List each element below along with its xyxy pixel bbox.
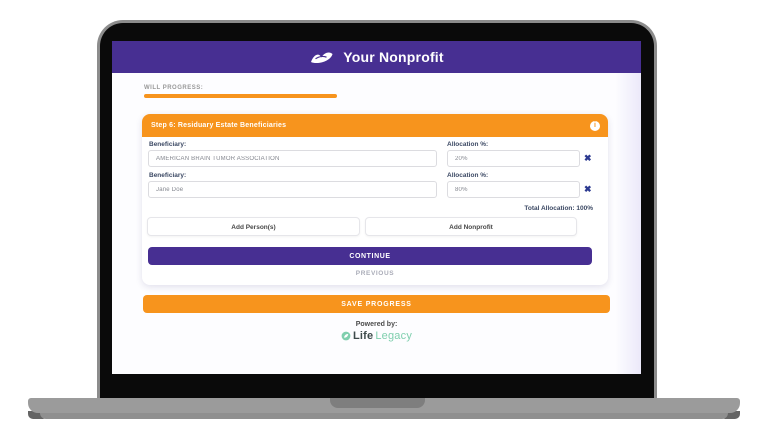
beneficiary-label: Beneficiary:: [149, 141, 187, 148]
add-person-button[interactable]: Add Person(s): [147, 217, 360, 236]
will-progress-bar: [144, 94, 337, 98]
add-nonprofit-button[interactable]: Add Nonprofit: [365, 217, 577, 236]
brand-life-text: Life: [352, 330, 374, 342]
app-header: Your Nonprofit: [112, 41, 641, 73]
brand-legacy-text: Legacy: [375, 330, 413, 342]
allocation-input[interactable]: [447, 150, 580, 167]
step-card: Step 6: Residuary Estate Beneficiaries i…: [142, 114, 608, 285]
beneficiary-label: Beneficiary:: [149, 172, 187, 179]
remove-x-icon[interactable]: ✖: [584, 184, 592, 194]
lifelegacy-leaf-icon: [341, 331, 351, 341]
total-allocation: Total Allocation: 100%: [524, 205, 593, 212]
step-card-header: Step 6: Residuary Estate Beneficiaries: [142, 114, 608, 137]
laptop-notch: [330, 398, 425, 408]
laptop-foot-left: [28, 411, 48, 419]
laptop-screen: Your Nonprofit WILL PROGRESS: Step 6: Re…: [112, 41, 641, 374]
allocation-input[interactable]: [447, 181, 580, 198]
allocation-label: Allocation %:: [447, 172, 489, 179]
info-icon[interactable]: i: [590, 121, 600, 131]
lifelegacy-logo[interactable]: Life Legacy: [112, 330, 641, 342]
continue-button[interactable]: CONTINUE: [148, 247, 592, 265]
app-title: Your Nonprofit: [343, 49, 444, 65]
page-edge-tint: [615, 73, 641, 374]
save-progress-button[interactable]: SAVE PROGRESS: [143, 295, 610, 313]
nonprofit-logo-icon: [309, 49, 335, 66]
beneficiary-input[interactable]: [148, 181, 437, 198]
beneficiary-input[interactable]: [148, 150, 437, 167]
will-progress-label: WILL PROGRESS:: [144, 85, 204, 91]
laptop-lid: Your Nonprofit WILL PROGRESS: Step 6: Re…: [97, 20, 657, 398]
allocation-label: Allocation %:: [447, 141, 489, 148]
laptop-base-shadow: [40, 413, 728, 419]
laptop-base: [28, 398, 740, 413]
laptop-foot-right: [720, 411, 740, 419]
remove-x-icon[interactable]: ✖: [584, 153, 592, 163]
previous-link[interactable]: PREVIOUS: [355, 270, 395, 277]
powered-by-label: Powered by:: [355, 321, 398, 328]
